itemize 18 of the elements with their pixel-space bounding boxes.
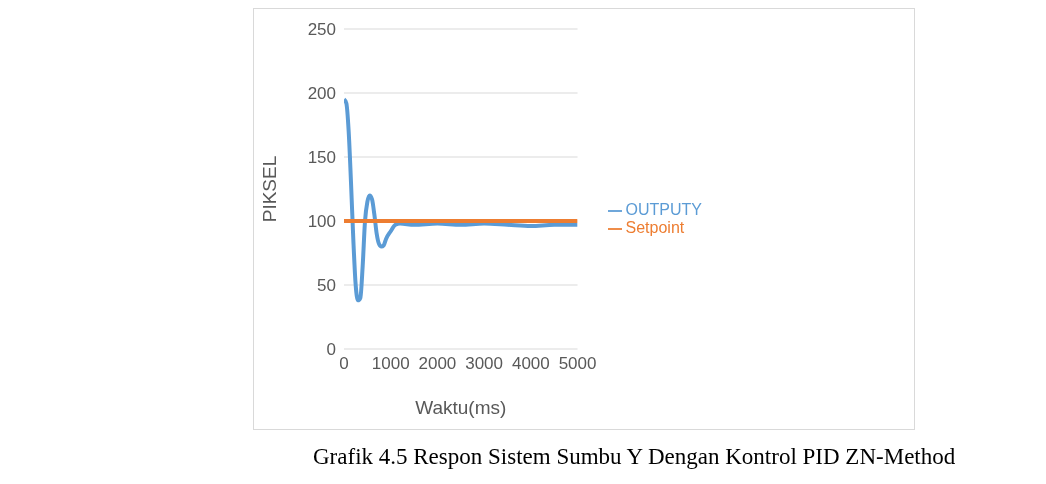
text: Grafik 4.5 Respon Sistem Sumbu Y Dengan Kontrol PID ZN-Method bbox=[313, 444, 957, 470]
y-tick-label: 150 bbox=[307, 148, 336, 168]
x-tick-label: 4000 bbox=[511, 354, 550, 374]
y-tick-label: 250 bbox=[307, 20, 336, 40]
x-tick-label: 2000 bbox=[418, 354, 457, 374]
x-tick-label: 3000 bbox=[465, 354, 504, 374]
x-axis-title: Waktu(ms) bbox=[415, 397, 507, 418]
legend-label: Setpoint bbox=[625, 219, 685, 236]
y-axis-title: PIKSEL bbox=[258, 155, 280, 223]
x-tick-label: 1000 bbox=[371, 354, 410, 374]
y-tick-label: 0 bbox=[326, 340, 336, 360]
y-tick-label: 200 bbox=[307, 84, 336, 104]
line-series bbox=[344, 97, 578, 303]
x-tick-label: 0 bbox=[339, 354, 349, 374]
x-tick-label: 5000 bbox=[558, 354, 597, 374]
y-tick-label: 50 bbox=[317, 276, 336, 296]
y-tick-label: 100 bbox=[307, 212, 336, 232]
legend-label: OUTPUTY bbox=[625, 201, 702, 218]
